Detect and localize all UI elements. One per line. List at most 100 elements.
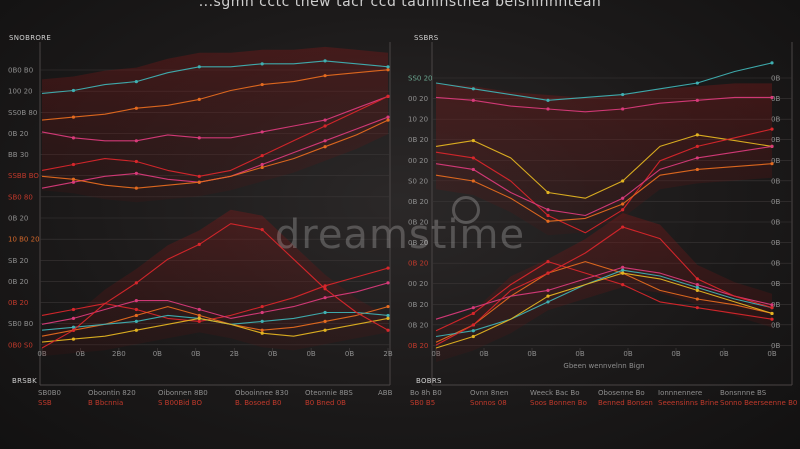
series-point-8	[134, 313, 138, 318]
series-point-3	[546, 213, 550, 218]
series-point-3	[471, 156, 475, 160]
series-point-4	[386, 115, 390, 119]
y-tick-label: 00 20	[408, 280, 428, 288]
series-point-1	[71, 88, 76, 93]
series-point-0	[695, 81, 699, 85]
series-point-4	[770, 144, 774, 148]
x-tick-label: 0B	[191, 350, 200, 358]
lower-band	[42, 209, 388, 357]
legend-label: Weeck Bac Bo	[530, 389, 580, 397]
y-tick-label-right: 0B	[771, 239, 780, 247]
series-point-4	[323, 139, 327, 143]
legend-label: Ionnnennere	[658, 389, 702, 397]
legend-label: Oibonnen 8B0	[158, 389, 208, 397]
legend-label: Bonsnnne BS	[720, 389, 767, 397]
series-point-3	[71, 162, 76, 167]
y-tick-label: 10 B0 20	[8, 236, 40, 244]
series-point-8	[471, 306, 475, 310]
y-tick-label: 0B 20	[8, 130, 28, 138]
series-point-0	[471, 87, 475, 91]
series-line-7	[41, 282, 389, 325]
series-point-1	[386, 65, 390, 69]
series-point-9	[695, 285, 699, 290]
series-point-5	[134, 186, 138, 190]
y-tick-label: 0B 20	[408, 342, 428, 350]
y-tick-label-right: 0B	[771, 260, 780, 268]
series-line-11	[41, 223, 389, 349]
series-point-10	[621, 271, 625, 275]
right-chart-panel: SS0 20 0B 00 20 0B 10 20 0B 0B 20 0B 00 20 0B S0 2…	[408, 42, 797, 407]
y-tick-label-right: 0B	[771, 116, 780, 124]
series-point-3	[323, 124, 327, 128]
series-point-5	[621, 202, 625, 206]
series-point-9	[546, 300, 550, 304]
series-point-3	[695, 144, 699, 148]
series-point-2	[695, 133, 699, 137]
left-panel-tag: SNOBRORE	[9, 34, 52, 42]
legend-sublabel: Sonno Beerseenne B0	[720, 399, 797, 407]
series-line-8	[435, 266, 773, 320]
series-point-2	[323, 118, 327, 122]
series-line-2	[41, 95, 389, 142]
y-tick-label: SB0 80	[8, 193, 33, 201]
y-tick-label: 0B 20	[8, 215, 28, 223]
y-tick-label-right: 0B	[771, 342, 780, 350]
y-tick-label-right: 0B	[771, 219, 780, 227]
series-point-6	[621, 283, 625, 287]
watermark: dreamstime	[274, 212, 526, 258]
series-point-11	[770, 306, 774, 310]
series-point-7	[134, 299, 138, 303]
y-tick-label: 0B 20	[408, 136, 428, 144]
series-line-1	[435, 96, 772, 113]
legend-sublabel: S B00Bid BO	[158, 399, 202, 407]
series-line-0	[41, 69, 389, 121]
series-point-5	[197, 180, 201, 184]
series-point-6	[323, 284, 327, 288]
series-point-0	[197, 97, 201, 101]
series-point-3	[197, 174, 201, 178]
series-point-0	[621, 92, 625, 97]
y-tick-label: S0 20	[408, 177, 428, 185]
series-point-9	[71, 325, 76, 329]
series-point-9	[323, 310, 327, 315]
series-point-0	[770, 61, 774, 65]
y-tick-label-right: 0B	[771, 95, 780, 103]
legend-sublabel: Sonnos 08	[470, 399, 507, 407]
series-point-8	[197, 313, 201, 318]
y-tick-label: 0B0 B0	[8, 67, 33, 75]
x-tick-label: 0B	[345, 350, 354, 358]
series-point-10	[770, 311, 774, 316]
series-point-1	[323, 59, 327, 63]
series-point-6	[71, 307, 76, 312]
x-tick-label: 0B	[575, 350, 584, 358]
y-tick-label: 0B 20	[408, 219, 428, 227]
x-tick-label: 0B	[306, 350, 315, 358]
series-point-4	[695, 156, 699, 160]
legend-sublabel: Seeensinns Brine	[658, 399, 719, 407]
y-tick-label: 0B 20	[408, 198, 428, 206]
series-point-0	[260, 82, 264, 87]
legend-sublabel: B. Bosoed B0	[235, 399, 282, 407]
series-point-0	[323, 74, 327, 78]
y-tick-label-right: 0B	[771, 157, 780, 165]
legend-label: Ovnn 8nen	[470, 389, 508, 397]
series-point-6	[260, 304, 264, 309]
y-tick-label: 0B 20	[408, 301, 428, 309]
x-tick-label: 2B	[230, 350, 239, 358]
y-tick-label: 0B 20	[408, 260, 428, 268]
series-point-8	[260, 328, 264, 332]
series-point-11	[471, 323, 475, 327]
series-line-5	[435, 163, 773, 222]
series-point-2	[471, 139, 475, 143]
series-point-6	[546, 260, 550, 264]
series-line-5	[41, 119, 389, 189]
series-point-9	[260, 319, 264, 323]
series-point-2	[71, 136, 76, 140]
x-tick-label: 0B	[719, 350, 728, 358]
series-point-5	[770, 162, 774, 166]
series-point-11	[323, 287, 327, 291]
series-point-1	[134, 80, 138, 84]
series-point-10	[260, 331, 264, 335]
x-tick-label: 0B	[527, 350, 536, 358]
